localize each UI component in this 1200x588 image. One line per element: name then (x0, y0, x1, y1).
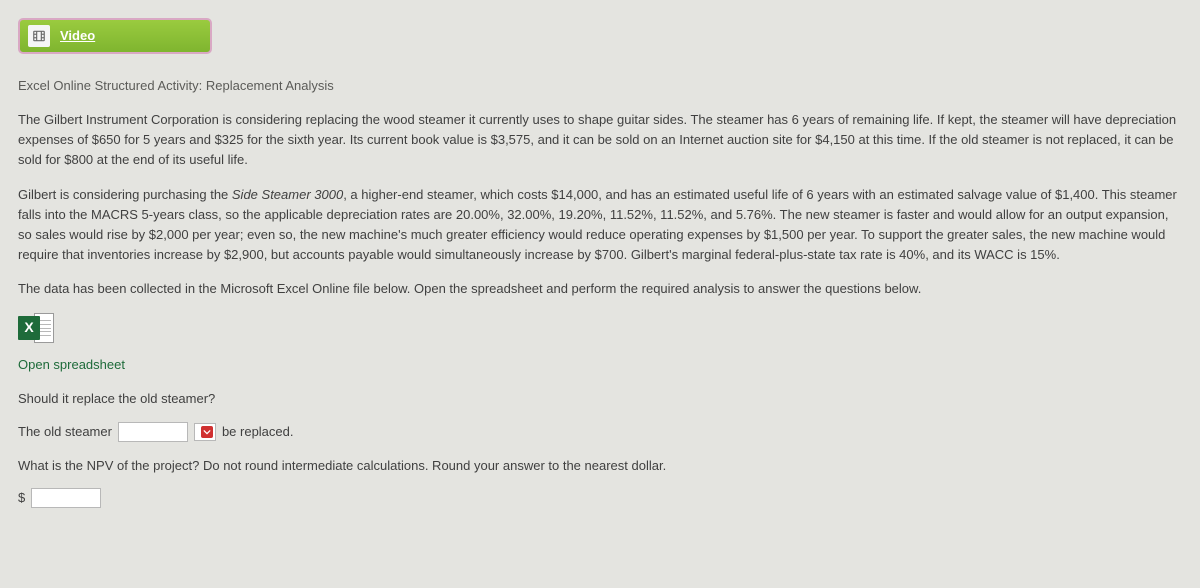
question-1: Should it replace the old steamer? (18, 389, 1182, 409)
p2-pre: Gilbert is considering purchasing the (18, 187, 232, 202)
chevron-down-icon (201, 426, 213, 438)
excel-badge-letter: X (18, 316, 40, 340)
answer-blank-input[interactable] (118, 422, 188, 442)
p2-em: Side Steamer 3000 (232, 187, 343, 202)
excel-icon: X (18, 313, 54, 343)
question-2: What is the NPV of the project? Do not r… (18, 456, 1182, 476)
problem-paragraph-3: The data has been collected in the Micro… (18, 279, 1182, 299)
problem-paragraph-1: The Gilbert Instrument Corporation is co… (18, 110, 1182, 170)
video-chip-label: Video (60, 26, 95, 46)
answer-select[interactable] (194, 423, 216, 441)
answer-prefix: The old steamer (18, 422, 112, 442)
answer-suffix: be replaced. (222, 422, 294, 442)
problem-paragraph-2: Gilbert is considering purchasing the Si… (18, 185, 1182, 266)
open-spreadsheet-link[interactable]: Open spreadsheet (18, 355, 125, 375)
currency-symbol: $ (18, 488, 25, 508)
excel-icon-block[interactable]: X (18, 313, 1182, 343)
video-chip[interactable]: Video (18, 18, 212, 54)
npv-input[interactable] (31, 488, 101, 508)
activity-title: Excel Online Structured Activity: Replac… (18, 76, 1182, 96)
answer-row-1: The old steamer be replaced. (18, 422, 1182, 442)
npv-input-row: $ (18, 488, 1182, 508)
film-icon (28, 25, 50, 47)
